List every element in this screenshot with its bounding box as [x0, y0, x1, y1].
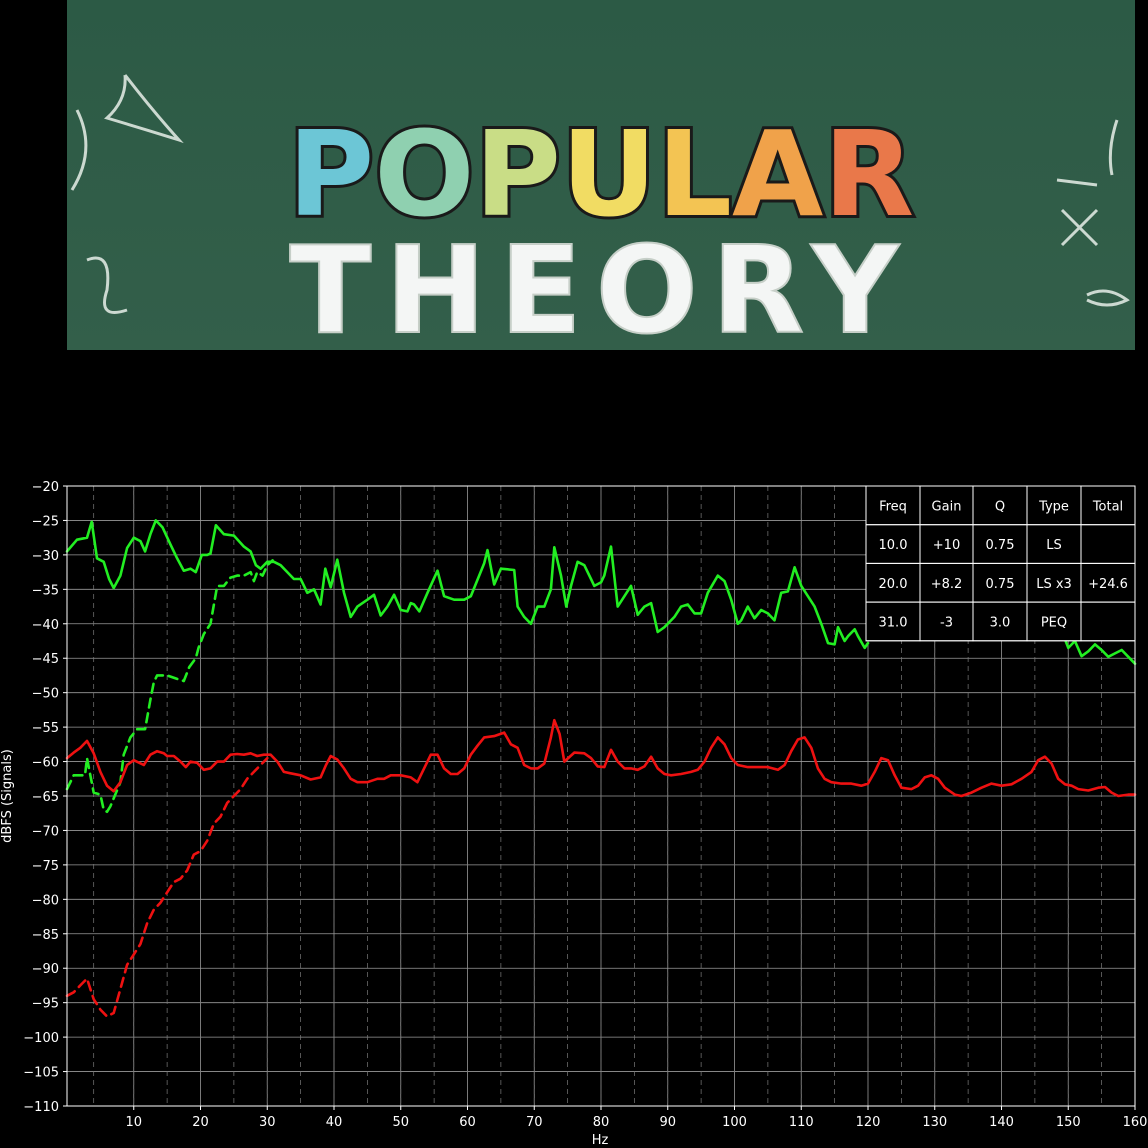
- eq-table-value: +24.6: [1088, 577, 1128, 592]
- x-tick-label: 10: [125, 1115, 142, 1130]
- y-tick-label: −110: [23, 1100, 59, 1115]
- series-line: [65, 559, 274, 814]
- x-tick-label: 100: [722, 1115, 747, 1130]
- eq-table-value: LS x3: [1036, 577, 1072, 592]
- plot-frame: [66, 485, 1136, 1107]
- banner-letter: R: [823, 105, 914, 243]
- x-tick-label: 20: [192, 1115, 209, 1130]
- eq-table-value: 3.0: [990, 615, 1011, 630]
- y-tick-label: −85: [32, 928, 59, 943]
- x-tick-label: 40: [326, 1115, 343, 1130]
- eq-table-value: 0.75: [986, 577, 1015, 592]
- x-tick-label: 150: [1056, 1115, 1081, 1130]
- x-tick-label: 130: [922, 1115, 947, 1130]
- y-tick-label: −90: [32, 962, 59, 977]
- series-line: [65, 718, 1137, 798]
- x-tick-label: 70: [526, 1115, 543, 1130]
- chalk-doodles: [70, 74, 1130, 314]
- y-tick-label: −20: [32, 480, 59, 495]
- series-line: [1060, 629, 1137, 665]
- eq-table-value: +10: [933, 538, 960, 553]
- banner-letter: P: [475, 105, 561, 243]
- y-tick-label: −75: [32, 859, 59, 874]
- y-tick-label: −95: [32, 997, 59, 1012]
- x-tick-label: 50: [392, 1115, 409, 1130]
- eq-table-value: 10.0: [879, 538, 908, 553]
- eq-table-value: -3: [940, 615, 953, 630]
- y-tick-label: −60: [32, 756, 59, 771]
- banner-letter: A: [732, 105, 823, 243]
- x-tick-label: 80: [593, 1115, 610, 1130]
- y-tick-label: −30: [32, 549, 59, 564]
- y-tick-labels: −20 −25 −30 −35 −40 −45 −50 −55 −60 −65 −70 −75 −80 −…: [23, 480, 67, 1115]
- y-tick-label: −55: [32, 721, 59, 736]
- x-tick-label: 140: [989, 1115, 1014, 1130]
- y-tick-label: −105: [23, 1066, 59, 1081]
- y-tick-label: −50: [32, 687, 59, 702]
- eq-table-value: 0.75: [986, 538, 1015, 553]
- y-tick-label: −35: [32, 583, 59, 598]
- x-tick-label: 160: [1123, 1115, 1148, 1130]
- y-tick-label: −25: [32, 514, 59, 529]
- eq-settings-table: Freq Gain Q Type Total 10.0 +10 0.75 LS 20.0 +8.2 0…: [865, 485, 1136, 642]
- banner-letter: P: [288, 105, 374, 243]
- x-tick-label: 90: [659, 1115, 676, 1130]
- banner-letter: O: [374, 105, 474, 243]
- x-tick-label: 120: [856, 1115, 881, 1130]
- y-axis-label: dBFS (Signals): [0, 749, 15, 843]
- series-line: [65, 756, 269, 1018]
- series-lines: [65, 519, 1137, 1018]
- x-axis-label: Hz: [592, 1133, 609, 1148]
- y-tick-label: −65: [32, 790, 59, 805]
- chalkboard-background: [67, 0, 1135, 350]
- y-tick-label: −100: [23, 1031, 59, 1046]
- popular-theory-banner: POPULAR THEORY: [67, 0, 1135, 350]
- y-tick-label: −70: [32, 824, 59, 839]
- banner-letter: U: [561, 105, 657, 243]
- banner-title: POPULAR THEORY: [285, 102, 918, 350]
- x-tick-label: 60: [459, 1115, 476, 1130]
- y-tick-label: −40: [32, 618, 59, 633]
- eq-table-header: Type: [1038, 499, 1069, 514]
- x-tick-labels: 10 20 30 40 50 60 70 80 90 100 110 120 130 140 150 160: [125, 1106, 1147, 1130]
- y-tick-label: −80: [32, 893, 59, 908]
- eq-table-value: +8.2: [931, 577, 963, 592]
- chalkboard-graphic: POPULAR THEORY: [67, 0, 1135, 350]
- eq-table-cell: [1080, 601, 1136, 642]
- eq-table-value: 20.0: [879, 577, 908, 592]
- eq-table-value: 31.0: [879, 615, 908, 630]
- y-tick-label: −45: [32, 652, 59, 667]
- series-line: [65, 519, 870, 650]
- banner-letter: L: [657, 105, 732, 243]
- eq-table-header: Gain: [932, 499, 962, 514]
- banner-line1: POPULAR: [288, 105, 915, 243]
- banner-line2: THEORY: [289, 222, 912, 350]
- eq-table-value: LS: [1046, 538, 1062, 553]
- x-tick-label: 110: [789, 1115, 814, 1130]
- eq-table-header: Freq: [879, 499, 907, 514]
- eq-table-header: Total: [1092, 499, 1123, 514]
- eq-table-value: PEQ: [1041, 615, 1067, 630]
- x-tick-label: 30: [259, 1115, 276, 1130]
- eq-table-header: Q: [995, 499, 1005, 514]
